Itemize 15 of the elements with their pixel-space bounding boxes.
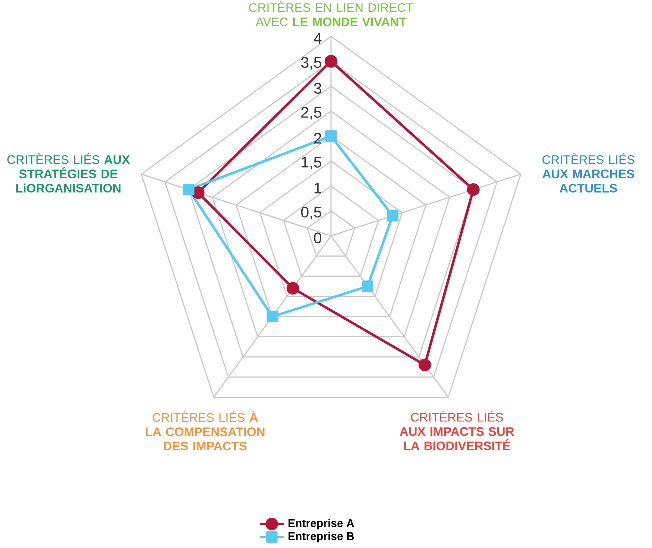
y-tick-label: 0 xyxy=(314,232,322,244)
spoke-label: CRITÈRES LIÉS AUX MARCHES ACTUELS xyxy=(542,153,635,193)
legend-label: Entreprise B xyxy=(288,532,354,543)
y-tick-label: 2,5 xyxy=(302,107,322,120)
spoke-label: CRITÈRES LIÉS AUX STRATÉGIES DE LiORGANISATION xyxy=(8,153,130,193)
y-tick-label: 3,5 xyxy=(301,57,322,70)
spoke-label: CRITÈRES LIÉS AUX IMPACTS SUR LA BIODIVERSITÉ xyxy=(400,411,514,450)
y-tick-label: 0,5 xyxy=(301,206,322,220)
legend-label: Entreprise A xyxy=(288,519,354,530)
spoke-label: CRITÈRES EN LIEN DIRECT AVEC LE MONDE VIVANT xyxy=(249,1,414,26)
y-tick-label: 3 xyxy=(314,83,322,94)
y-tick-label: 4 xyxy=(314,33,322,44)
spoke-label: CRITÈRES LIÉS À LA COMPENSATION DES IMPACTS xyxy=(146,411,265,451)
y-tick-label: 1 xyxy=(314,183,322,194)
y-tick-label: 1,5 xyxy=(302,157,322,170)
